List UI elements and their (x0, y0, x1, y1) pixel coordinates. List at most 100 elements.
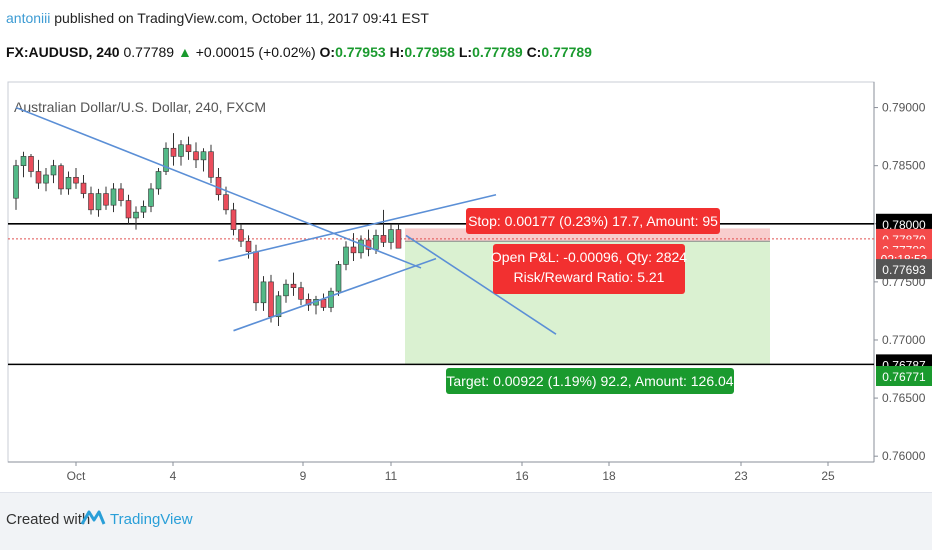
price-tag-label: 0.77693 (882, 263, 926, 277)
x-tick-label: Oct (67, 469, 86, 483)
price-tag (876, 213, 932, 234)
candle-body[interactable] (73, 176, 79, 184)
symbol: FX:AUDUSD, 240 (6, 44, 120, 60)
trend-line[interactable] (233, 257, 437, 332)
candle-body[interactable] (58, 165, 64, 190)
candle-body[interactable] (178, 144, 184, 157)
trend-line[interactable] (218, 193, 497, 262)
up-arrow-icon: ▲ (177, 44, 192, 60)
pnl-label-text: Risk/Reward Ratio: 5.21 (514, 269, 665, 285)
candle-body[interactable] (283, 283, 289, 297)
high-value: 0.77958 (404, 44, 455, 60)
y-tick-label: 0.78500 (882, 159, 926, 173)
candle-body[interactable] (380, 235, 387, 243)
author-link[interactable]: antoniii (6, 10, 51, 26)
candle-body[interactable] (88, 193, 94, 211)
candle-body[interactable] (110, 188, 117, 206)
candle-body[interactable] (155, 171, 162, 190)
tradingview-brand[interactable]: TradingView (110, 511, 193, 528)
candle-body[interactable] (253, 251, 259, 304)
pnl-label: Open P&L: -0.00096, Qty: 2824 Risk/Reward… (491, 244, 687, 294)
low-label: L: (458, 44, 473, 60)
change: +0.00015 (+0.02%) (195, 44, 316, 60)
candle-body[interactable] (298, 287, 304, 300)
pnl-label-text: Open P&L: -0.00096, Qty: 2824 (491, 249, 687, 265)
footer: Created with TradingView (0, 492, 932, 550)
candle-body[interactable] (193, 151, 199, 161)
y-tick-label: 0.76500 (882, 391, 926, 405)
published-text: published on TradingView.com, October 11… (50, 10, 429, 26)
candle-body[interactable] (395, 229, 402, 249)
candle-body[interactable] (305, 299, 312, 306)
x-tick-label: 23 (734, 469, 748, 483)
candle-body[interactable] (170, 147, 177, 157)
candle-body[interactable] (148, 188, 154, 207)
y-tick-label: 0.76000 (882, 449, 926, 463)
open-value: 0.77953 (335, 44, 386, 60)
trend-line[interactable] (405, 234, 557, 335)
candle-body[interactable] (43, 174, 49, 184)
candle-body[interactable] (275, 295, 282, 318)
candle-body[interactable] (260, 281, 267, 304)
high-label: H: (389, 44, 405, 60)
publish-line: antoniii published on TradingView.com, O… (6, 10, 429, 26)
candle-body[interactable] (343, 246, 349, 265)
candle-body[interactable] (245, 240, 252, 252)
candle-body[interactable] (118, 188, 124, 201)
candle-body[interactable] (373, 235, 379, 250)
candle-body[interactable] (20, 156, 27, 166)
candle-body[interactable] (388, 229, 394, 243)
candle-body[interactable] (140, 206, 147, 213)
candle-body[interactable] (223, 194, 229, 211)
tradingview-logo-icon[interactable] (80, 506, 106, 528)
open-label: O: (319, 44, 336, 60)
candle-body[interactable] (133, 211, 139, 219)
candle-body[interactable] (215, 176, 222, 196)
target-label: Target: 0.00922 (1.19%) 92.2, Amount: 12… (446, 368, 734, 394)
candle-body[interactable] (163, 147, 169, 172)
y-tick-label: 0.77000 (882, 333, 926, 347)
candle-body[interactable] (365, 239, 372, 250)
close-label: C: (526, 44, 542, 60)
x-tick-label: 25 (821, 469, 835, 483)
header: antoniii published on TradingView.com, O… (0, 0, 932, 80)
candle-body[interactable] (230, 209, 237, 230)
candle-body[interactable] (125, 200, 132, 219)
price-tag-label: 0.78000 (882, 218, 926, 232)
candle-body[interactable] (200, 151, 207, 161)
candle-body[interactable] (208, 151, 214, 178)
x-tick-label: 18 (602, 469, 616, 483)
price-tag-label: 0.76771 (882, 370, 926, 384)
x-tick-label: 9 (300, 469, 307, 483)
y-tick-label: 0.79000 (882, 101, 926, 115)
candle-body[interactable] (238, 229, 244, 242)
candle-body[interactable] (185, 144, 192, 153)
trend-line[interactable] (15, 106, 422, 269)
candle-body[interactable] (28, 156, 34, 172)
candle-body[interactable] (290, 283, 297, 288)
price-tag (876, 366, 932, 387)
candle-body[interactable] (35, 171, 42, 184)
ohlc-line: FX:AUDUSD, 240 0.77789 ▲ +0.00015 (+0.02… (6, 44, 592, 60)
last-price: 0.77789 (123, 44, 175, 60)
x-tick-label: 16 (515, 469, 529, 483)
candle-body[interactable] (95, 193, 102, 211)
candle-body[interactable] (328, 290, 334, 308)
target-label-box (446, 368, 734, 394)
candle-body[interactable] (268, 281, 274, 318)
candle-body[interactable] (13, 165, 19, 199)
stop-label-box (466, 208, 720, 234)
candle-body[interactable] (350, 246, 357, 254)
candle-body[interactable] (320, 299, 327, 308)
price-chart[interactable]: Australian Dollar/U.S. Dollar, 240, FXCM… (0, 0, 932, 492)
candle-body[interactable] (335, 264, 342, 292)
x-tick-label: 11 (385, 469, 398, 483)
candle-body[interactable] (50, 165, 57, 176)
x-tick-label: 4 (170, 469, 177, 483)
candle-body[interactable] (65, 176, 72, 190)
candle-body[interactable] (80, 182, 87, 194)
candle-body[interactable] (358, 239, 364, 254)
candle-body[interactable] (103, 193, 109, 206)
close-value: 0.77789 (541, 44, 592, 60)
created-with-text: Created with (6, 511, 91, 528)
